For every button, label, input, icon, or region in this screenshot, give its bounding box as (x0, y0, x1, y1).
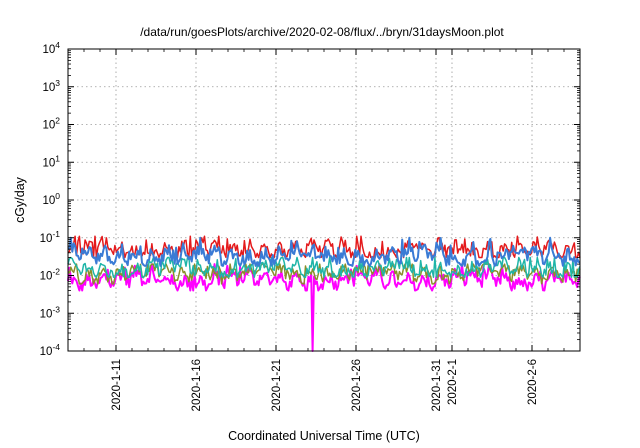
y-tick-base: 10 (42, 120, 55, 132)
y-tick-exponent: 0 (55, 191, 60, 201)
y-tick-base: 10 (40, 346, 53, 358)
series-line (67, 236, 581, 267)
series-group (67, 235, 581, 352)
x-axis: 2020-1-11 2020-1-16 2020-1-21 2020-1-26 2020… (83, 49, 565, 411)
y-axis-label: cGy/day (13, 176, 27, 223)
y-tick-base: 10 (42, 44, 55, 56)
x-tick-label: 2020-2-6 (527, 359, 539, 405)
y-tick-base: 10 (42, 157, 55, 169)
y-tick-label: 104 (42, 40, 60, 56)
x-tick-label: 2020-1-16 (191, 359, 203, 411)
y-tick-exponent: -1 (52, 229, 60, 239)
y-tick-exponent: -3 (52, 304, 60, 314)
x-tick-label: 2020-1-21 (271, 359, 283, 411)
y-tick-label: 101 (42, 153, 60, 169)
y-tick-base: 10 (40, 233, 53, 245)
y-tick-exponent: 3 (55, 78, 60, 88)
y-tick-label: 10-2 (40, 267, 61, 283)
x-tick-label: 2020-2-1 (447, 359, 459, 405)
y-tick-label: 10-4 (40, 342, 61, 358)
y-tick-exponent: -4 (52, 342, 60, 352)
y-tick-label: 10-3 (40, 304, 61, 320)
y-tick-label: 103 (42, 78, 60, 94)
y-tick-base: 10 (40, 308, 53, 320)
grid (68, 49, 580, 351)
y-tick-exponent: -2 (52, 267, 60, 277)
y-tick-exponent: 1 (55, 153, 60, 163)
y-tick-base: 10 (42, 195, 55, 207)
y-tick-exponent: 2 (55, 116, 60, 126)
x-tick-label: 2020-1-31 (431, 359, 443, 411)
x-tick-label: 2020-1-26 (351, 359, 363, 411)
chart-title: /data/run/goesPlots/archive/2020-02-08/f… (140, 25, 504, 39)
series-line (67, 263, 581, 352)
y-tick-label: 102 (42, 116, 60, 132)
y-tick-base: 10 (40, 271, 53, 283)
x-tick-label: 2020-1-11 (111, 359, 123, 411)
x-axis-label: Coordinated Universal Time (UTC) (228, 429, 420, 443)
y-tick-base: 10 (42, 82, 55, 94)
y-tick-exponent: 4 (55, 40, 60, 50)
y-tick-label: 10-1 (40, 229, 61, 245)
y-tick-label: 100 (42, 191, 60, 207)
